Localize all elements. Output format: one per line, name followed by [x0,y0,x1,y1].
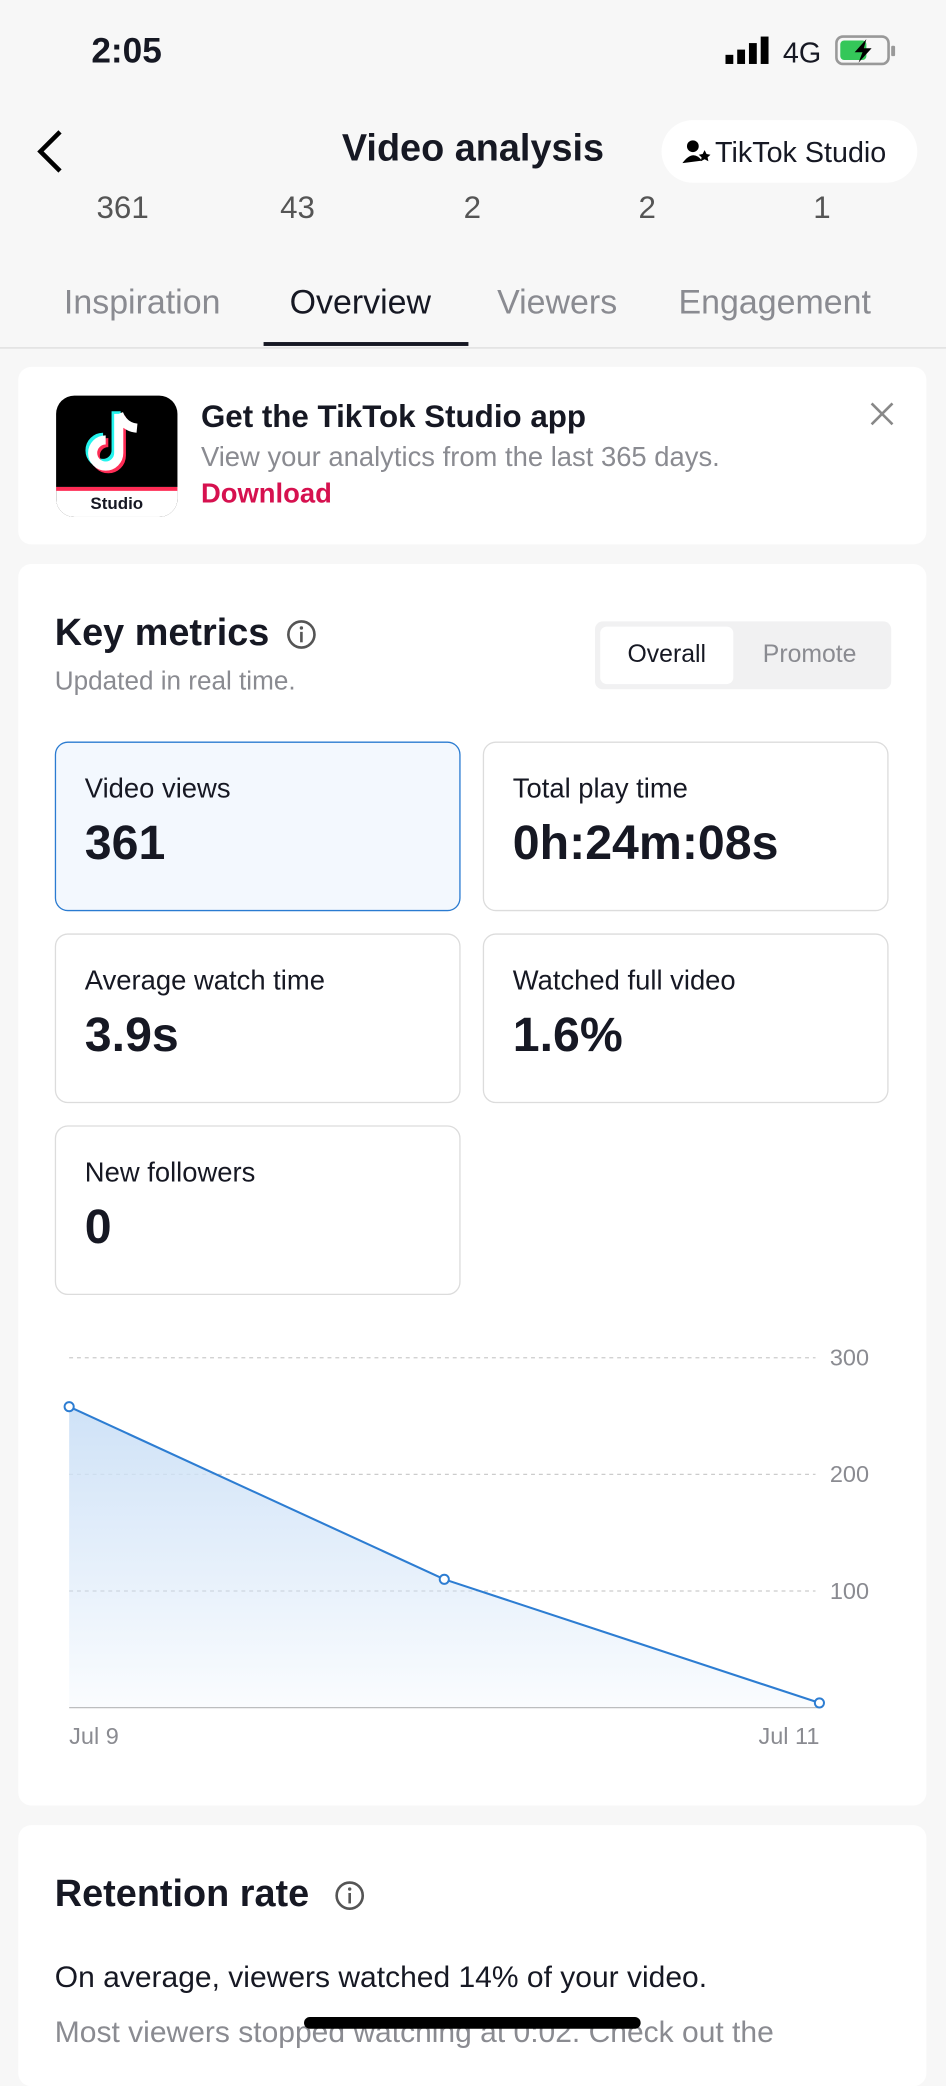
close-button[interactable] [869,401,895,427]
metric-label: Watched full video [512,966,736,997]
section-title: Key metrics [54,612,270,655]
toggle: Overall Promote [594,621,892,690]
toggle-option[interactable]: Promote [762,641,857,669]
metric-label: Video views [84,774,231,805]
metric-value: 3.9s [84,1007,179,1062]
studio-label: TikTok Studio [715,135,887,169]
tab-indicator [263,342,469,346]
x-tick-label: Jul 11 [758,1723,819,1749]
section-title: Retention rate [54,1873,310,1916]
metric-card[interactable]: Average watch time 3.9s [54,933,461,1104]
metric-value: 0 [84,1199,112,1254]
metric-card[interactable]: Watched full video 1.6% [482,933,889,1104]
metric-value: 361 [84,815,166,870]
info-icon[interactable] [286,619,317,650]
tab[interactable]: Engagement [678,281,871,322]
banner: Studio Get the TikTok Studio app View yo… [18,366,927,545]
tab[interactable]: Viewers [497,281,618,322]
point [438,1573,450,1585]
stat: 1 [813,190,831,226]
section-subtitle: Updated in real time. [54,667,296,696]
metric-card[interactable]: New followers 0 [54,1125,461,1296]
metric-value: 1.6% [512,1007,623,1062]
signal-icon [725,36,769,64]
status-time: 2:05 [91,31,162,71]
battery-icon [835,35,896,66]
info-icon[interactable] [334,1880,365,1911]
studio-icon [682,140,711,164]
tiktok-logo [85,411,138,474]
metric-label: New followers [84,1157,256,1189]
app-icon: Studio [56,395,178,517]
divider [0,347,946,349]
banner-subtitle: View your analytics from the last 365 da… [200,442,720,473]
icon-label: Studio [56,486,178,517]
y-tick-label: 100 [830,1578,869,1604]
download-link[interactable]: Download [200,479,332,510]
retention-text: On average, viewers watched 14% of your … [54,1959,708,1994]
stat: 43 [280,190,315,226]
x-tick-label: Jul 9 [69,1723,119,1749]
page-title: Video analysis [341,127,605,170]
network: 4G [782,36,822,70]
metric-card[interactable]: Video views 361 [54,741,461,912]
y-tick-label: 200 [830,1461,869,1487]
back-button[interactable] [34,128,68,175]
tab[interactable]: Inspiration [63,281,221,322]
toggle-option-active[interactable]: Overall [600,626,734,685]
stat: 2 [638,190,656,226]
metric-label: Total play time [512,774,688,805]
metric-card[interactable]: Total play time 0h:24m:08s [482,741,889,912]
stat: 2 [463,190,482,226]
tab-active[interactable]: Overview [289,281,432,322]
point [63,1401,75,1413]
y-tick-label: 300 [830,1345,869,1371]
stat: 361 [96,190,149,226]
area [69,1406,820,1708]
metric-label: Average watch time [84,966,325,997]
point [813,1697,825,1709]
chart: 100 200 300 Jul 9 Jul 11 [63,1345,869,1749]
metric-value: 0h:24m:08s [512,815,779,870]
studio-button[interactable]: TikTok Studio [661,120,918,183]
home-indicator [304,2016,641,2029]
banner-title: Get the TikTok Studio app [200,399,587,435]
retention-card [18,1825,927,2086]
